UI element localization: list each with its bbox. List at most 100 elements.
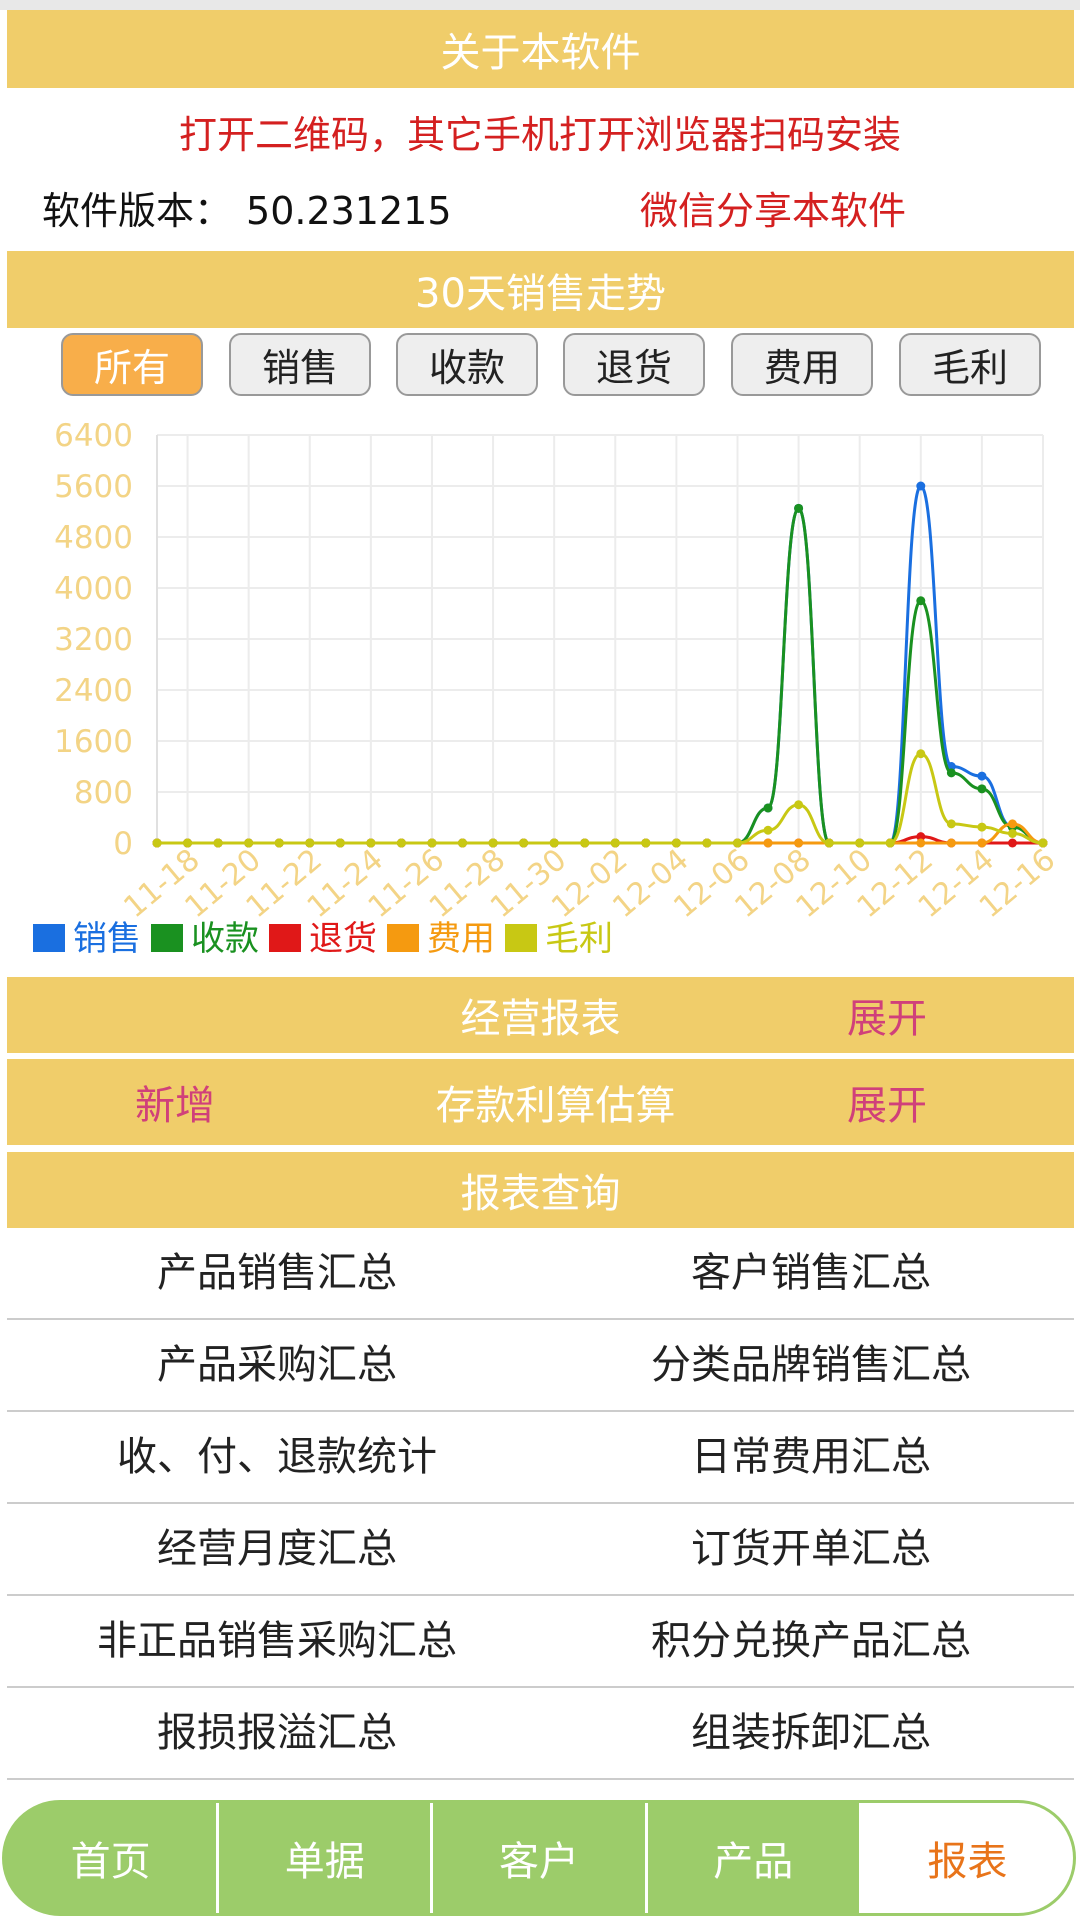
data-point bbox=[855, 838, 865, 848]
data-point bbox=[366, 838, 376, 848]
data-point bbox=[916, 838, 926, 848]
data-point bbox=[274, 838, 284, 848]
y-tick-label: 2400 bbox=[54, 673, 133, 709]
qr-note[interactable]: 打开二维码，其它手机打开浏览器扫码安装 bbox=[178, 113, 901, 157]
data-point bbox=[794, 838, 804, 848]
report-link[interactable]: 产品采购汇总 bbox=[157, 1342, 397, 1388]
data-point bbox=[916, 749, 926, 759]
legend-label[interactable]: 毛利 bbox=[545, 919, 613, 959]
report-link[interactable]: 经营月度汇总 bbox=[157, 1526, 397, 1572]
data-point bbox=[396, 838, 406, 848]
data-point bbox=[1007, 838, 1017, 848]
report-row: 经营月度汇总 订货开单汇总 bbox=[7, 1504, 1074, 1596]
data-point bbox=[885, 838, 895, 848]
data-point bbox=[549, 838, 559, 848]
report-link[interactable]: 日常费用汇总 bbox=[691, 1434, 931, 1480]
legend-swatch bbox=[269, 924, 301, 952]
business-report-bar[interactable]: 经营报表 展开 bbox=[7, 977, 1074, 1053]
report-row: 非正品销售采购汇总 积分兑换产品汇总 bbox=[7, 1596, 1074, 1688]
report-row: 产品采购汇总 分类品牌销售汇总 bbox=[7, 1320, 1074, 1412]
expand-toggle[interactable]: 展开 bbox=[847, 1083, 927, 1129]
data-point bbox=[916, 832, 926, 842]
data-point bbox=[1038, 838, 1048, 848]
data-point bbox=[305, 838, 315, 848]
report-row: 报损报溢汇总 组装拆卸汇总 bbox=[7, 1688, 1074, 1780]
data-point bbox=[977, 784, 987, 794]
report-link[interactable]: 组装拆卸汇总 bbox=[691, 1710, 931, 1756]
data-point bbox=[1007, 828, 1017, 838]
legend-swatch bbox=[387, 924, 419, 952]
about-header: 关于本软件 bbox=[7, 10, 1074, 88]
data-point bbox=[641, 838, 651, 848]
data-point bbox=[977, 771, 987, 781]
nav-tab[interactable]: 报表 bbox=[858, 1803, 1073, 1913]
y-tick-label: 6400 bbox=[54, 418, 133, 454]
chart-title: 30天销售走势 bbox=[7, 251, 1074, 328]
y-tick-label: 800 bbox=[74, 775, 133, 811]
deposit-bar: 新增 存款利算估算 展开 bbox=[7, 1059, 1074, 1145]
data-point bbox=[702, 838, 712, 848]
legend-label[interactable]: 销售 bbox=[73, 919, 141, 959]
data-point bbox=[763, 825, 773, 835]
filter-button[interactable]: 销售 bbox=[229, 333, 371, 396]
data-point bbox=[946, 819, 956, 829]
data-point bbox=[763, 803, 773, 813]
data-point bbox=[946, 838, 956, 848]
filter-button[interactable]: 收款 bbox=[396, 333, 538, 396]
deposit-title: 存款利算估算 bbox=[435, 1083, 676, 1129]
data-point bbox=[244, 838, 254, 848]
report-link[interactable]: 非正品销售采购汇总 bbox=[97, 1618, 457, 1664]
filter-button[interactable]: 所有 bbox=[61, 333, 203, 396]
version-label: 软件版本： bbox=[42, 189, 233, 233]
share-link[interactable]: 微信分享本软件 bbox=[640, 189, 907, 233]
chart: 0800160024003200400048005600640011-1811-… bbox=[33, 418, 1062, 959]
data-point bbox=[824, 838, 834, 848]
report-link[interactable]: 积分兑换产品汇总 bbox=[651, 1618, 971, 1664]
series-line bbox=[157, 752, 1044, 845]
data-point bbox=[580, 838, 590, 848]
data-point bbox=[488, 838, 498, 848]
data-point bbox=[610, 838, 620, 848]
data-point bbox=[763, 838, 773, 848]
report-link[interactable]: 报损报溢汇总 bbox=[157, 1710, 397, 1756]
nav-tab[interactable]: 单据 bbox=[216, 1803, 430, 1913]
report-link[interactable]: 客户销售汇总 bbox=[691, 1250, 931, 1296]
bottom-nav: 首页 单据 客户 产品 报表 bbox=[2, 1800, 1076, 1916]
y-tick-label: 4000 bbox=[54, 571, 133, 607]
data-point bbox=[427, 838, 437, 848]
report-link[interactable]: 分类品牌销售汇总 bbox=[651, 1342, 971, 1388]
data-point bbox=[916, 596, 926, 606]
nav-tab[interactable]: 客户 bbox=[430, 1803, 644, 1913]
data-point bbox=[213, 838, 223, 848]
data-point bbox=[977, 822, 987, 832]
y-tick-label: 5600 bbox=[54, 469, 133, 505]
business-report-title: 经营报表 bbox=[460, 996, 621, 1042]
data-point bbox=[977, 838, 987, 848]
data-point bbox=[732, 838, 742, 848]
series-line bbox=[157, 822, 1044, 845]
legend-label[interactable]: 退货 bbox=[309, 919, 377, 959]
expand-toggle[interactable]: 展开 bbox=[847, 996, 927, 1042]
filter-button[interactable]: 费用 bbox=[731, 333, 873, 396]
report-link[interactable]: 收、付、退款统计 bbox=[117, 1434, 437, 1480]
data-point bbox=[183, 838, 193, 848]
data-point bbox=[671, 838, 681, 848]
data-point bbox=[1007, 819, 1017, 829]
y-tick-label: 0 bbox=[113, 826, 133, 862]
y-tick-label: 3200 bbox=[54, 622, 133, 658]
legend-label[interactable]: 收款 bbox=[191, 919, 259, 959]
legend-label[interactable]: 费用 bbox=[427, 919, 495, 959]
y-tick-label: 1600 bbox=[54, 724, 133, 760]
nav-tab[interactable]: 首页 bbox=[70, 1839, 151, 1885]
legend-swatch bbox=[151, 924, 183, 952]
version-value: 50.231215 bbox=[246, 189, 452, 233]
nav-tab[interactable]: 产品 bbox=[644, 1803, 859, 1913]
add-button[interactable]: 新增 bbox=[135, 1083, 215, 1129]
filter-button[interactable]: 毛利 bbox=[899, 333, 1041, 396]
data-point bbox=[458, 838, 468, 848]
report-row: 收、付、退款统计 日常费用汇总 bbox=[7, 1412, 1074, 1504]
report-link[interactable]: 订货开单汇总 bbox=[691, 1526, 931, 1572]
filter-button[interactable]: 退货 bbox=[563, 333, 705, 396]
report-link[interactable]: 产品销售汇总 bbox=[157, 1250, 397, 1296]
